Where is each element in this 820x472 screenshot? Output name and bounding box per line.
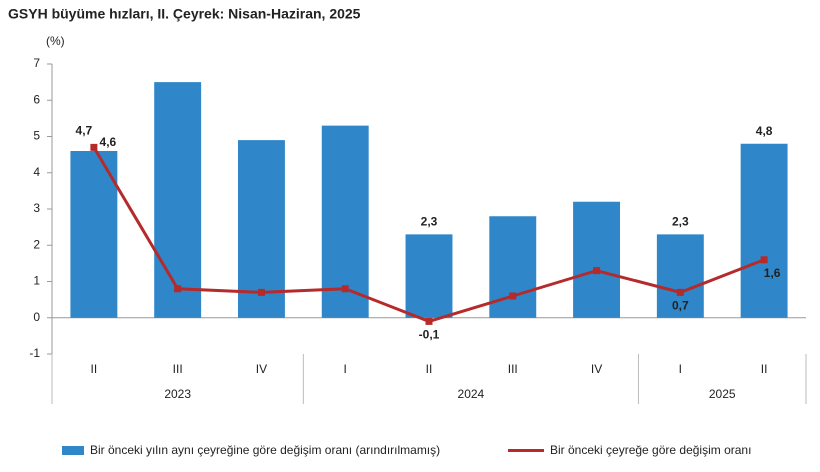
line-marker (509, 292, 517, 300)
y-tick-label: 5 (33, 129, 40, 143)
x-tick-label: I (344, 362, 347, 376)
y-tick-label: 0 (33, 310, 40, 324)
legend-swatch (62, 446, 84, 455)
x-tick-label: III (173, 362, 183, 376)
bar-value-label: 4,6 (100, 135, 117, 149)
y-tick-label: -1 (29, 346, 40, 360)
line-marker (676, 288, 684, 296)
bar-value-label: 2,3 (421, 215, 438, 229)
bar (656, 234, 704, 318)
bar (405, 234, 453, 318)
line-marker (593, 267, 601, 275)
y-tick-label: 3 (33, 201, 40, 215)
x-tick-label: II (91, 362, 98, 376)
bar (70, 151, 118, 318)
line-marker (174, 285, 182, 293)
line-value-label: -0,1 (419, 328, 440, 342)
x-tick-label: IV (256, 362, 267, 376)
x-group-label: 2023 (164, 387, 191, 401)
x-tick-label: I (679, 362, 682, 376)
line-marker (425, 317, 433, 325)
x-tick-label: III (508, 362, 518, 376)
x-tick-label: IV (591, 362, 602, 376)
x-tick-label: II (426, 362, 433, 376)
line-value-label: 1,6 (764, 266, 781, 280)
y-axis-label: (%) (46, 34, 65, 48)
y-tick-label: 7 (33, 56, 40, 70)
line-marker (90, 143, 98, 151)
legend-label: Bir önceki yılın aynı çeyreğine göre değ… (90, 443, 440, 457)
x-group-label: 2025 (709, 387, 736, 401)
chart-title: GSYH büyüme hızları, II. Çeyrek: Nisan-H… (8, 6, 361, 22)
y-tick-label: 2 (33, 237, 40, 251)
y-tick-label: 1 (33, 274, 40, 288)
x-tick-label: II (761, 362, 768, 376)
line-marker (257, 288, 265, 296)
bar (237, 140, 285, 318)
line-value-label: 4,7 (76, 124, 93, 138)
line-marker (760, 256, 768, 264)
bar (740, 143, 788, 318)
line-value-label: 0,7 (672, 299, 689, 313)
x-group-label: 2024 (458, 387, 485, 401)
bar (573, 201, 621, 318)
y-tick-label: 6 (33, 92, 40, 106)
bar-value-label: 4,8 (756, 124, 773, 138)
bar-value-label: 2,3 (672, 215, 689, 229)
y-tick-label: 4 (33, 165, 40, 179)
bar (154, 82, 202, 318)
legend-label: Bir önceki çeyreğe göre değişim oranı (550, 443, 751, 457)
line-marker (341, 285, 349, 293)
